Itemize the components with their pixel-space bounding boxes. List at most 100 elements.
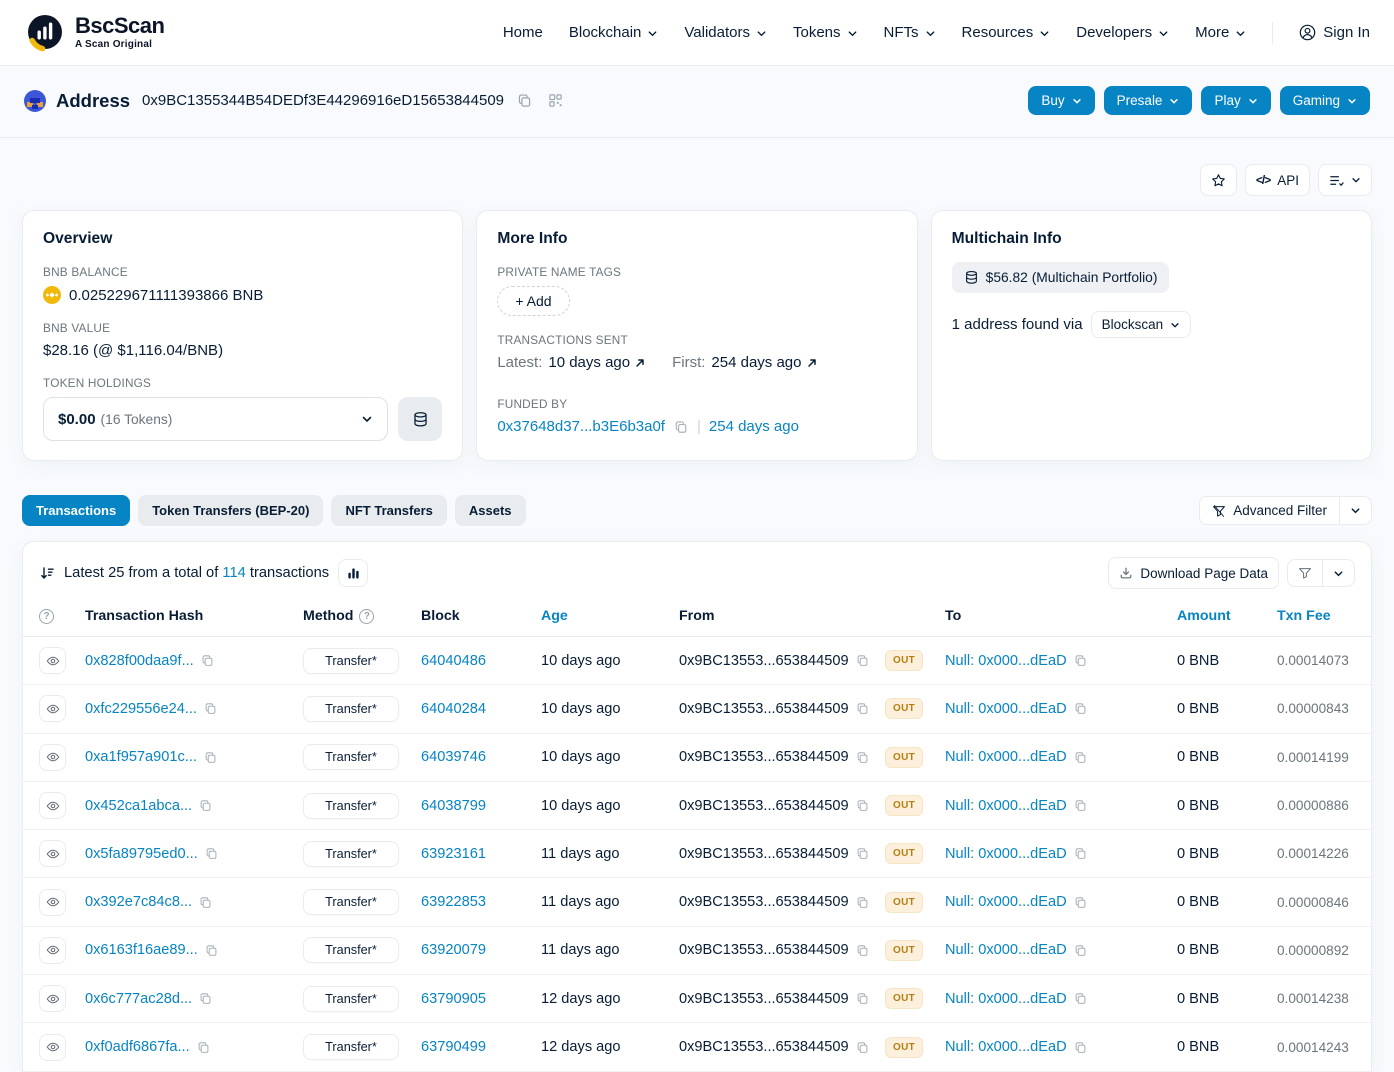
play-button[interactable]: Play xyxy=(1201,86,1270,115)
to-address-link[interactable]: Null: 0x000...dEaD xyxy=(945,653,1067,669)
transaction-hash-link[interactable]: 0x6c777ac28d... xyxy=(85,991,192,1007)
sign-in-button[interactable]: Sign In xyxy=(1299,24,1370,41)
view-options-button[interactable] xyxy=(1318,164,1372,196)
nav-item-nfts[interactable]: NFTs xyxy=(884,24,936,41)
view-transaction-button[interactable] xyxy=(39,647,66,674)
view-transaction-button[interactable] xyxy=(39,792,66,819)
buy-button[interactable]: Buy xyxy=(1028,86,1094,115)
tab-token-transfers[interactable]: Token Transfers (BEP-20) xyxy=(138,495,323,526)
analytics-chart-button[interactable] xyxy=(338,559,368,587)
gaming-button[interactable]: Gaming xyxy=(1280,86,1370,115)
copy-icon[interactable] xyxy=(855,1040,870,1055)
copy-icon[interactable] xyxy=(1073,798,1088,813)
col-age-sort[interactable]: Age xyxy=(541,608,568,624)
latest-tx-link[interactable]: 10 days ago xyxy=(548,354,646,371)
help-icon[interactable]: ? xyxy=(39,609,54,624)
tab-assets[interactable]: Assets xyxy=(455,495,526,526)
view-transaction-button[interactable] xyxy=(39,985,66,1012)
total-transactions-link[interactable]: 114 xyxy=(222,565,245,581)
copy-icon[interactable] xyxy=(855,895,870,910)
copy-icon[interactable] xyxy=(204,846,219,861)
to-address-link[interactable]: Null: 0x000...dEaD xyxy=(945,1039,1067,1055)
copy-icon[interactable] xyxy=(855,701,870,716)
to-address-link[interactable]: Null: 0x000...dEaD xyxy=(945,942,1067,958)
copy-icon[interactable] xyxy=(855,943,870,958)
wallet-portfolio-button[interactable] xyxy=(398,397,442,441)
blockscan-dropdown[interactable]: Blockscan xyxy=(1091,311,1192,338)
nav-item-validators[interactable]: Validators xyxy=(684,24,767,41)
copy-icon[interactable] xyxy=(198,895,213,910)
api-button[interactable]: </> API xyxy=(1245,164,1310,196)
table-filter-funnel[interactable] xyxy=(1288,560,1322,586)
view-transaction-button[interactable] xyxy=(39,695,66,722)
advanced-filter-chevron[interactable] xyxy=(1339,497,1371,524)
copy-icon[interactable] xyxy=(855,798,870,813)
block-link[interactable]: 63923161 xyxy=(421,846,486,862)
block-link[interactable]: 64040486 xyxy=(421,653,486,669)
qr-code-icon[interactable] xyxy=(545,90,566,111)
block-link[interactable]: 63790905 xyxy=(421,991,486,1007)
to-address-link[interactable]: Null: 0x000...dEaD xyxy=(945,798,1067,814)
to-address-link[interactable]: Null: 0x000...dEaD xyxy=(945,846,1067,862)
nav-item-tokens[interactable]: Tokens xyxy=(793,24,858,41)
copy-icon[interactable] xyxy=(203,750,218,765)
favorite-star-button[interactable] xyxy=(1200,164,1237,196)
funded-age-link[interactable]: 254 days ago xyxy=(709,418,799,435)
copy-icon[interactable] xyxy=(200,653,215,668)
copy-address-icon[interactable] xyxy=(514,90,535,111)
block-link[interactable]: 64039746 xyxy=(421,749,486,765)
view-transaction-button[interactable] xyxy=(39,840,66,867)
copy-icon[interactable] xyxy=(1073,846,1088,861)
nav-item-developers[interactable]: Developers xyxy=(1076,24,1169,41)
tab-transactions[interactable]: Transactions xyxy=(22,495,130,526)
transaction-hash-link[interactable]: 0x452ca1abca... xyxy=(85,798,192,814)
copy-icon[interactable] xyxy=(196,1040,211,1055)
to-address-link[interactable]: Null: 0x000...dEaD xyxy=(945,894,1067,910)
copy-icon[interactable] xyxy=(198,991,213,1006)
transaction-hash-link[interactable]: 0xf0adf6867fa... xyxy=(85,1039,190,1055)
copy-icon[interactable] xyxy=(673,419,689,435)
transaction-hash-link[interactable]: 0x5fa89795ed0... xyxy=(85,846,198,862)
copy-icon[interactable] xyxy=(203,701,218,716)
copy-icon[interactable] xyxy=(1073,1040,1088,1055)
copy-icon[interactable] xyxy=(1073,991,1088,1006)
multichain-portfolio-badge[interactable]: $56.82 (Multichain Portfolio) xyxy=(952,262,1170,293)
view-transaction-button[interactable] xyxy=(39,1034,66,1061)
transaction-hash-link[interactable]: 0x828f00daa9f... xyxy=(85,653,194,669)
block-link[interactable]: 63790499 xyxy=(421,1039,486,1055)
copy-icon[interactable] xyxy=(198,798,213,813)
copy-icon[interactable] xyxy=(1073,895,1088,910)
transaction-hash-link[interactable]: 0xa1f957a901c... xyxy=(85,749,197,765)
view-transaction-button[interactable] xyxy=(39,889,66,916)
transaction-hash-link[interactable]: 0xfc229556e24... xyxy=(85,701,197,717)
presale-button[interactable]: Presale xyxy=(1104,86,1193,115)
view-transaction-button[interactable] xyxy=(39,744,66,771)
col-txn-fee-sort[interactable]: Txn Fee xyxy=(1277,608,1331,624)
copy-icon[interactable] xyxy=(855,750,870,765)
copy-icon[interactable] xyxy=(1073,750,1088,765)
to-address-link[interactable]: Null: 0x000...dEaD xyxy=(945,991,1067,1007)
col-amount-sort[interactable]: Amount xyxy=(1177,608,1231,624)
view-transaction-button[interactable] xyxy=(39,937,66,964)
copy-icon[interactable] xyxy=(1073,701,1088,716)
nav-item-resources[interactable]: Resources xyxy=(962,24,1051,41)
to-address-link[interactable]: Null: 0x000...dEaD xyxy=(945,749,1067,765)
tab-nft-transfers[interactable]: NFT Transfers xyxy=(331,495,446,526)
block-link[interactable]: 63922853 xyxy=(421,894,486,910)
token-holdings-dropdown[interactable]: $0.00(16 Tokens) xyxy=(43,397,388,441)
add-name-tag-button[interactable]: + Add xyxy=(497,286,569,316)
nav-item-home[interactable]: Home xyxy=(503,24,543,41)
bscscan-logo[interactable]: BscScan A Scan Original xyxy=(24,12,164,54)
to-address-link[interactable]: Null: 0x000...dEaD xyxy=(945,701,1067,717)
table-filter-chevron[interactable] xyxy=(1322,560,1354,586)
funded-by-address-link[interactable]: 0x37648d37...b3E6b3a0f xyxy=(497,418,665,435)
nav-item-blockchain[interactable]: Blockchain xyxy=(569,24,659,41)
copy-icon[interactable] xyxy=(1073,653,1088,668)
block-link[interactable]: 63920079 xyxy=(421,942,486,958)
copy-icon[interactable] xyxy=(855,653,870,668)
help-icon[interactable]: ? xyxy=(359,609,374,624)
block-link[interactable]: 64038799 xyxy=(421,798,486,814)
transaction-hash-link[interactable]: 0x6163f16ae89... xyxy=(85,942,198,958)
nav-item-more[interactable]: More xyxy=(1195,24,1246,41)
block-link[interactable]: 64040284 xyxy=(421,701,486,717)
